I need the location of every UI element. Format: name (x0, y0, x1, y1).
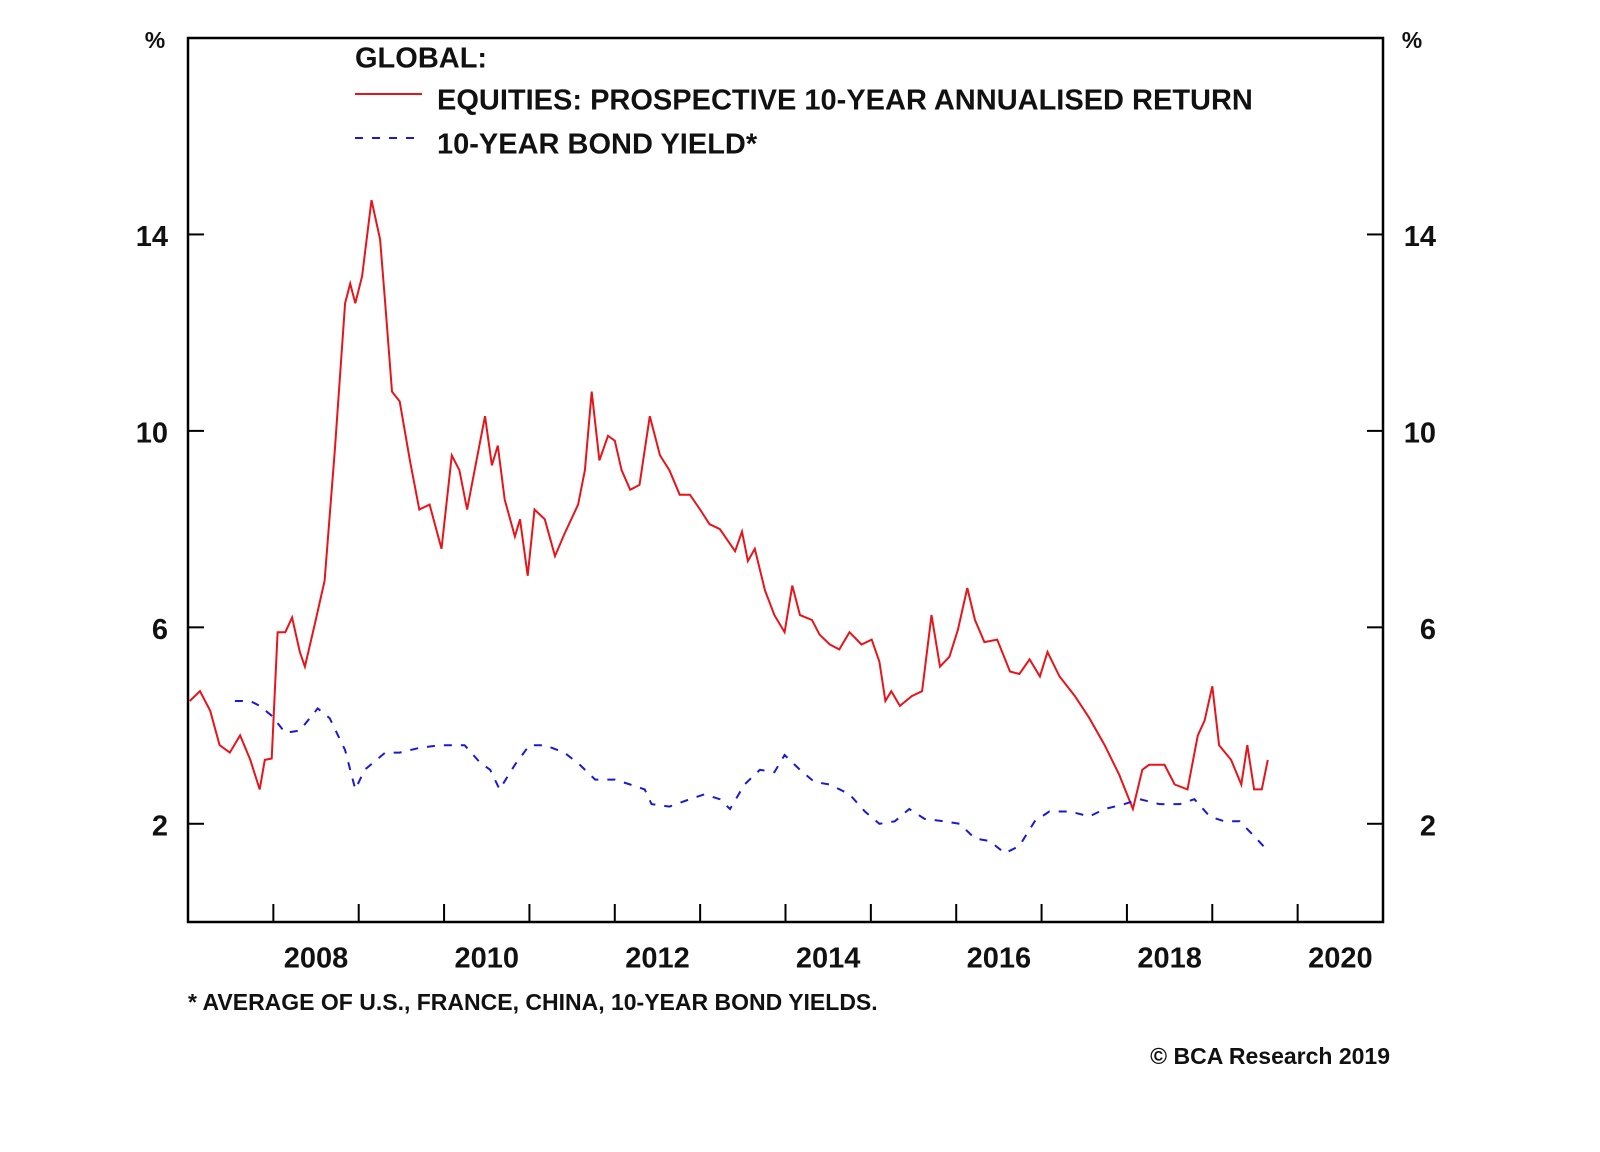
footnote: * AVERAGE OF U.S., FRANCE, CHINA, 10-YEA… (188, 989, 878, 1015)
y-tick-label: 2 (152, 810, 168, 842)
y-tick-label: 6 (152, 614, 168, 646)
y2-unit: % (1402, 27, 1422, 53)
x-tick-label: 2014 (796, 943, 861, 975)
chart-title: GLOBAL: (355, 43, 487, 75)
y-tick-label: 14 (136, 221, 168, 253)
source: © BCA Research 2019 (1150, 1043, 1390, 1069)
legend-label: 10-YEAR BOND YIELD* (437, 129, 758, 161)
x-tick-label: 2010 (454, 943, 519, 975)
plot-frame (186, 36, 1385, 924)
x-tick-label: 2018 (1137, 943, 1202, 975)
x-tick-label: 2020 (1308, 943, 1373, 975)
series-line (234, 700, 1269, 855)
series-line (189, 199, 1269, 813)
x-tick-label: 2012 (625, 943, 690, 975)
x-tick-label: 2016 (967, 943, 1032, 975)
y2-tick-label: 6 (1420, 614, 1436, 646)
y2-tick-label: 10 (1404, 418, 1436, 450)
y2-tick-label: 14 (1404, 221, 1436, 253)
y-tick-label: 10 (136, 418, 168, 450)
y2-tick-label: 2 (1420, 810, 1436, 842)
y-unit: % (145, 27, 165, 53)
x-tick-label: 2008 (284, 943, 349, 975)
legend-label: EQUITIES: PROSPECTIVE 10-YEAR ANNUALISED… (437, 85, 1253, 117)
